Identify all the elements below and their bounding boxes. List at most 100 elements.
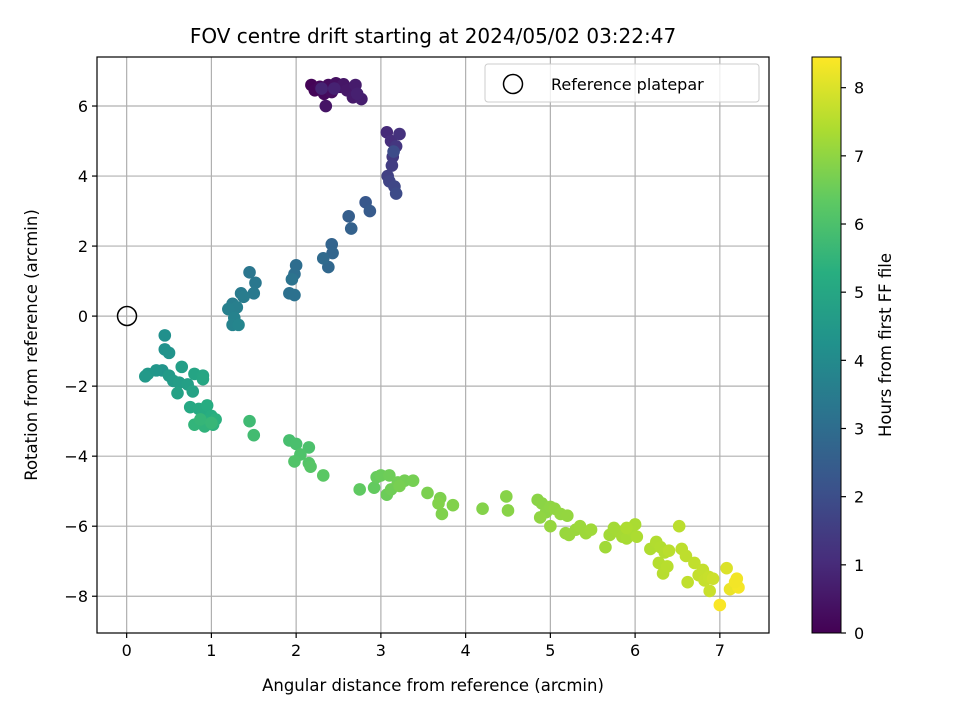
data-point bbox=[500, 490, 513, 503]
data-point bbox=[186, 385, 200, 398]
legend-box bbox=[484, 63, 760, 103]
y-axis-label: Rotation from reference (arcmin) bbox=[22, 209, 41, 481]
colorbar-tick-label: 8 bbox=[854, 79, 864, 98]
x-tick-label: 4 bbox=[461, 641, 471, 660]
data-point bbox=[706, 572, 720, 586]
data-point bbox=[688, 556, 701, 570]
x-tick-label: 5 bbox=[545, 641, 555, 660]
colorbar-tick-label: 5 bbox=[854, 283, 864, 302]
data-point bbox=[446, 498, 460, 512]
data-point bbox=[387, 145, 400, 158]
data-point bbox=[200, 399, 214, 412]
x-tick-label: 2 bbox=[291, 641, 301, 660]
data-point bbox=[679, 549, 693, 563]
colorbar-tick-label: 2 bbox=[854, 488, 864, 507]
data-point bbox=[289, 437, 303, 451]
colorbar-label: Hours from first FF file bbox=[876, 253, 895, 437]
colorbar-gradient bbox=[811, 56, 842, 634]
x-tick-label: 6 bbox=[630, 641, 640, 660]
data-point bbox=[316, 469, 330, 482]
data-point bbox=[205, 416, 218, 430]
x-axis-ticks: 0 1 2 3 4 5 6 7 bbox=[122, 633, 725, 660]
data-point bbox=[139, 370, 152, 383]
y-tick-label: 6 bbox=[78, 97, 88, 116]
x-axis-label: Angular distance from reference (arcmin) bbox=[262, 676, 604, 695]
data-point bbox=[319, 99, 333, 113]
y-tick-label: −2 bbox=[64, 377, 88, 396]
y-tick-label: 0 bbox=[78, 307, 88, 326]
data-points bbox=[139, 76, 745, 612]
data-point bbox=[713, 598, 727, 612]
data-point bbox=[162, 346, 176, 360]
data-point bbox=[599, 540, 612, 554]
data-point bbox=[501, 504, 515, 517]
reference-platepar-marker bbox=[116, 305, 138, 327]
data-point bbox=[353, 483, 366, 496]
data-point bbox=[247, 428, 261, 442]
data-point bbox=[584, 523, 598, 537]
data-point bbox=[316, 252, 330, 265]
colorbar-tick-label: 1 bbox=[854, 556, 864, 575]
data-point bbox=[304, 460, 317, 473]
x-tick-label: 0 bbox=[122, 641, 132, 660]
data-point bbox=[703, 584, 716, 598]
data-point bbox=[561, 509, 574, 522]
data-point bbox=[720, 561, 733, 575]
data-point bbox=[175, 360, 189, 374]
y-axis-ticks: −8 −6 −4 −2 0 2 4 6 bbox=[64, 97, 97, 606]
data-point bbox=[288, 455, 301, 468]
data-point bbox=[681, 575, 694, 589]
data-point bbox=[728, 575, 742, 589]
data-point bbox=[662, 544, 676, 558]
data-point bbox=[620, 521, 633, 535]
colorbar-ticks: 0 1 2 3 4 5 6 7 8 bbox=[841, 79, 864, 643]
y-tick-label: 4 bbox=[78, 167, 88, 186]
legend-marker bbox=[502, 73, 524, 95]
data-point bbox=[367, 481, 381, 494]
y-tick-label: 2 bbox=[78, 237, 88, 256]
data-point bbox=[435, 507, 449, 521]
data-point bbox=[544, 519, 557, 533]
data-point bbox=[171, 386, 184, 400]
data-point bbox=[288, 288, 301, 302]
colorbar-tick-label: 7 bbox=[854, 147, 864, 166]
legend: Reference platepar bbox=[484, 63, 760, 103]
data-point bbox=[421, 486, 434, 500]
data-point bbox=[342, 210, 355, 223]
data-point bbox=[315, 82, 328, 95]
colorbar-tick-label: 6 bbox=[854, 215, 864, 234]
data-point bbox=[393, 479, 406, 493]
data-point bbox=[302, 441, 316, 454]
data-point bbox=[432, 497, 445, 510]
data-point bbox=[350, 87, 364, 101]
plot-frame bbox=[96, 56, 770, 634]
data-point bbox=[247, 287, 261, 300]
y-tick-label: −4 bbox=[64, 447, 88, 466]
data-point bbox=[393, 127, 406, 141]
legend-label: Reference platepar bbox=[551, 75, 704, 94]
data-point bbox=[243, 266, 256, 279]
data-point bbox=[232, 318, 245, 332]
chart-title: FOV centre drift starting at 2024/05/02 … bbox=[190, 24, 676, 48]
data-point bbox=[158, 329, 172, 342]
x-tick-label: 1 bbox=[206, 641, 216, 660]
x-tick-label: 3 bbox=[376, 641, 386, 660]
data-point bbox=[249, 276, 262, 290]
data-point bbox=[327, 82, 341, 95]
colorbar-tick-label: 4 bbox=[854, 351, 864, 370]
data-point bbox=[363, 204, 377, 218]
data-point bbox=[630, 530, 644, 544]
colorbar-tick-label: 0 bbox=[854, 624, 864, 643]
data-point bbox=[406, 474, 420, 487]
colorbar-tick-label: 3 bbox=[854, 420, 864, 439]
data-point bbox=[533, 511, 547, 524]
data-point bbox=[385, 159, 399, 172]
data-point bbox=[383, 469, 396, 482]
data-point bbox=[476, 502, 489, 515]
data-point bbox=[661, 560, 674, 573]
y-tick-label: −8 bbox=[64, 587, 88, 606]
data-point bbox=[672, 519, 686, 533]
y-tick-label: −6 bbox=[64, 517, 88, 536]
colorbar: 0 1 2 3 4 5 6 7 8 Hours from first FF file bbox=[811, 56, 895, 643]
